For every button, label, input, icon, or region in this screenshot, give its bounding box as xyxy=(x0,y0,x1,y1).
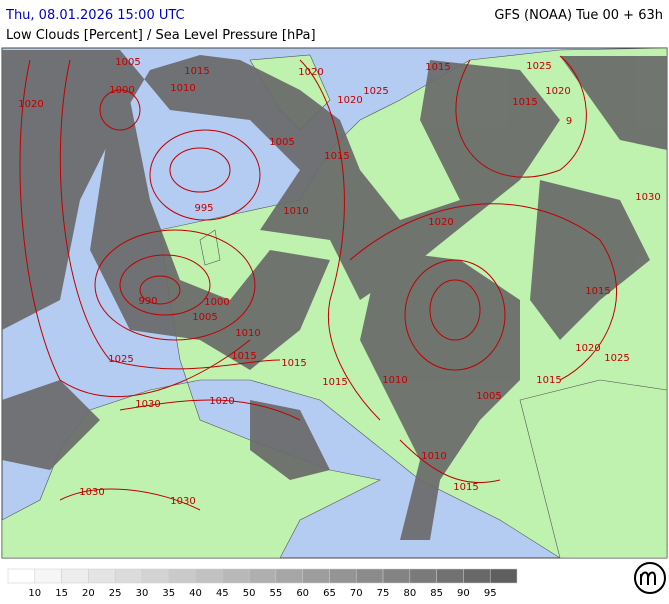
isobar-label: 1025 xyxy=(526,61,551,72)
isobar-label: 1030 xyxy=(635,192,660,203)
legend-label: 85 xyxy=(430,588,443,599)
legend-swatch xyxy=(302,568,330,584)
isobars xyxy=(19,55,618,511)
legend-label: 55 xyxy=(270,588,283,599)
legend-swatch xyxy=(409,568,437,584)
legend-swatch xyxy=(7,568,36,584)
isobar-label: 1020 xyxy=(337,95,362,106)
legend-swatch xyxy=(329,568,357,584)
legend-label: 95 xyxy=(484,588,497,599)
legend-swatch xyxy=(436,568,464,584)
clouds xyxy=(2,50,667,540)
legend-swatch xyxy=(195,568,223,584)
legend-label: 40 xyxy=(189,588,202,599)
isobar-label: 1025 xyxy=(604,353,629,364)
legend-swatch xyxy=(489,568,518,584)
legend-label: 50 xyxy=(243,588,256,599)
isobar-label: 1010 xyxy=(170,83,195,94)
legend-swatch xyxy=(275,568,303,584)
map-subtitle: Low Clouds [Percent] / Sea Level Pressur… xyxy=(6,28,316,43)
legend-swatch xyxy=(34,568,62,584)
legend-label: 25 xyxy=(109,588,122,599)
map-title: Thu, 08.01.2026 15:00 UTC xyxy=(5,8,185,23)
isobar-label: 1020 xyxy=(209,396,234,407)
isobar-label: 1030 xyxy=(79,487,104,498)
isobar-label: 1030 xyxy=(135,399,160,410)
legend-swatch xyxy=(382,568,411,584)
isobar-label: 1020 xyxy=(575,343,600,354)
isobar-label: 1020 xyxy=(545,86,570,97)
legend-swatch xyxy=(168,568,196,584)
isobar-label: 1025 xyxy=(363,86,388,97)
isobar-label: 1000 xyxy=(204,297,229,308)
isobar-label: 1015 xyxy=(585,286,610,297)
legend-label: 60 xyxy=(296,588,309,599)
legend-swatch xyxy=(88,568,116,584)
legend-label: 65 xyxy=(323,588,336,599)
legend-swatch xyxy=(141,568,169,584)
isobar-label: 1000 xyxy=(109,85,134,96)
isobar-label: 1010 xyxy=(235,328,260,339)
isobar-label: 1015 xyxy=(281,358,306,369)
legend-swatch xyxy=(463,568,491,584)
legend-label: 35 xyxy=(162,588,175,599)
isobar-label: 995 xyxy=(194,203,213,214)
isobar-label: 1005 xyxy=(269,137,294,148)
legend-swatch xyxy=(356,568,384,584)
legend-swatch xyxy=(248,568,277,584)
isobar-label: 1005 xyxy=(476,391,501,402)
legend-label: 30 xyxy=(136,588,149,599)
isobar-label: 1015 xyxy=(425,62,450,73)
legend-label: 90 xyxy=(457,588,470,599)
isobar-label: 1010 xyxy=(421,451,446,462)
isobar-label: 1015 xyxy=(184,66,209,77)
legend: 10 15 20 25 30 35 40 45 50 55 60 65 70 75 80 85 90 95 xyxy=(7,568,518,599)
isobar-label: 1005 xyxy=(115,57,140,68)
legend-swatch xyxy=(222,568,250,584)
legend-label: 10 xyxy=(28,588,41,599)
isobar-label: 1015 xyxy=(324,151,349,162)
isobar-label: 1020 xyxy=(298,67,323,78)
isobar-label: 1010 xyxy=(382,375,407,386)
isobar-label: 1025 xyxy=(108,354,133,365)
legend-label: 15 xyxy=(55,588,68,599)
isobar-label: 1015 xyxy=(231,351,256,362)
isobar-label: 1015 xyxy=(536,375,561,386)
isobar-label: 1015 xyxy=(322,377,347,388)
isobar-label: 1005 xyxy=(192,312,217,323)
logo xyxy=(634,562,666,594)
isobar-label: 1010 xyxy=(283,206,308,217)
isobar-label: 990 xyxy=(138,296,157,307)
legend-label: 70 xyxy=(350,588,363,599)
legend-swatch xyxy=(114,568,143,584)
legend-label: 75 xyxy=(377,588,390,599)
legend-label: 45 xyxy=(216,588,229,599)
isobar-label: 1020 xyxy=(428,217,453,228)
isobar-label: 1015 xyxy=(512,97,537,108)
legend-label: 20 xyxy=(82,588,95,599)
model-info: GFS (NOAA) Tue 00 + 63h xyxy=(494,8,663,23)
isobar-label: 9 xyxy=(566,116,572,127)
isobar-label: 1030 xyxy=(170,496,195,507)
legend-swatch xyxy=(61,568,89,584)
isobar-label: 1020 xyxy=(18,99,43,110)
isobar-label: 1015 xyxy=(453,482,478,493)
legend-label: 80 xyxy=(403,588,416,599)
